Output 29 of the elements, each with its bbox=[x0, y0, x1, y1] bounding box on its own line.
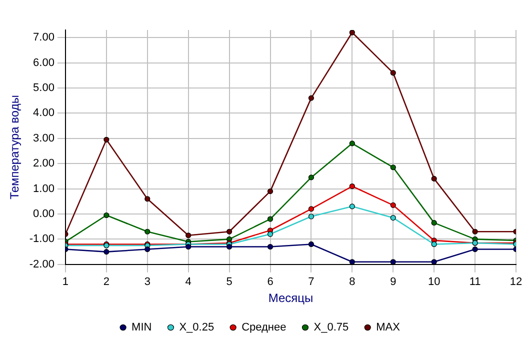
y-tick-label: 7.00 bbox=[33, 32, 54, 44]
legend-label: MAX bbox=[376, 322, 401, 334]
y-tick-label: 2.00 bbox=[33, 158, 54, 170]
y-tick-label: 3.00 bbox=[33, 132, 54, 144]
y-tick-label: 0.00 bbox=[33, 208, 54, 220]
x-tick-label: 3 bbox=[144, 276, 150, 288]
y-tick-label: 5.00 bbox=[33, 82, 54, 94]
legend-label: X_0.25 bbox=[179, 322, 214, 334]
legend-label: MIN bbox=[132, 322, 152, 334]
x-tick-label: 8 bbox=[349, 276, 356, 288]
y-tick-label: -2.00 bbox=[29, 258, 54, 270]
x-tick-label: 10 bbox=[428, 276, 440, 288]
x-tick-label: 11 bbox=[469, 276, 481, 288]
legend-label: Среднее bbox=[242, 322, 286, 334]
legend-label: X_0.75 bbox=[314, 322, 349, 334]
y-tick-label: -1.00 bbox=[29, 233, 54, 246]
y-tick-label: 6.00 bbox=[33, 56, 54, 69]
x-tick-label: 6 bbox=[267, 276, 274, 288]
y-tick-label: 1.00 bbox=[33, 182, 54, 195]
x-tick-label: 9 bbox=[390, 276, 396, 288]
x-tick-label: 5 bbox=[226, 276, 232, 288]
x-tick-label: 2 bbox=[103, 276, 110, 288]
x-tick-label: 4 bbox=[185, 276, 192, 288]
x-tick-label: 12 bbox=[510, 276, 522, 288]
x-axis-title: Месяцы bbox=[268, 291, 314, 306]
x-tick-label: 7 bbox=[308, 276, 314, 288]
y-tick-label: 4.00 bbox=[33, 107, 54, 120]
x-tick-label: 1 bbox=[62, 276, 69, 288]
y-axis-title: Температура воды bbox=[8, 95, 22, 200]
